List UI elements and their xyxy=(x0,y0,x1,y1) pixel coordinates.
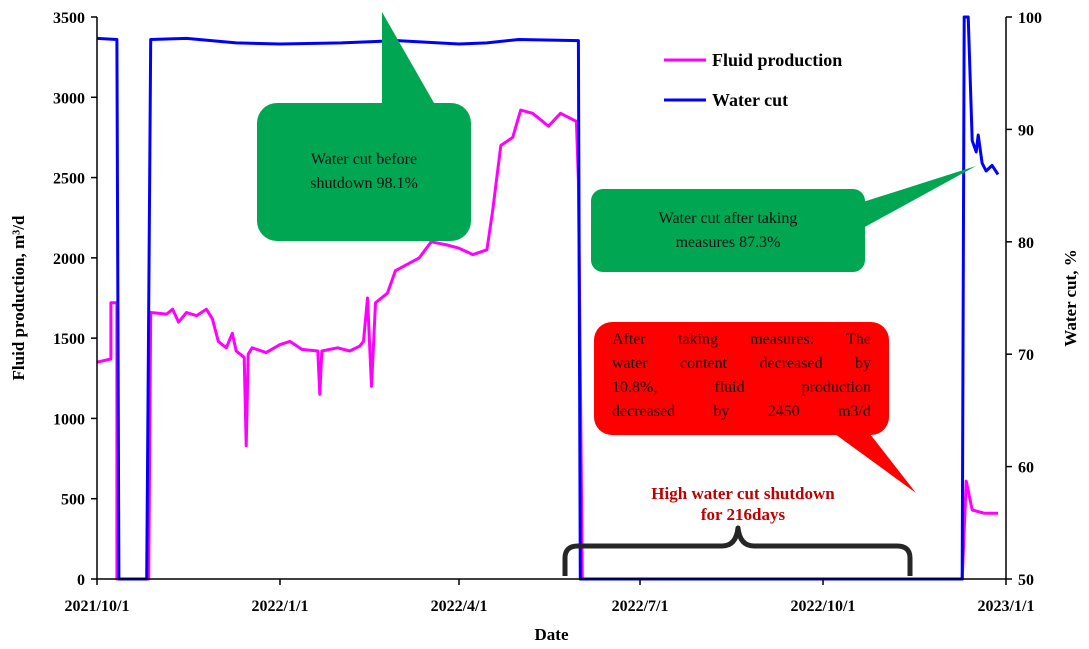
y-left-tick-label: 1000 xyxy=(53,411,85,428)
tick-layer: 2021/10/1 2022/1/1 2022/4/1 2022/7/1 2022/10… xyxy=(9,10,1080,644)
callout-after-pointer xyxy=(863,166,976,228)
y-right-axis-title: Water cut, % xyxy=(1061,249,1080,346)
callout-after-line: Water cut after taking xyxy=(658,209,798,227)
y-left-tick-label: 0 xyxy=(77,572,85,589)
x-tick-label: 2023/1/1 xyxy=(978,598,1035,615)
legend: Fluid production Water cut xyxy=(664,50,842,110)
y-left-axis-title: Fluid production, m³/d xyxy=(9,215,28,380)
callout-before-pointer xyxy=(382,12,434,103)
shutdown-note: High water cut shutdown for 216days xyxy=(598,483,888,525)
x-tick-label: 2022/7/1 xyxy=(612,598,669,615)
y-right-tick-label: 70 xyxy=(1018,347,1034,364)
y-right-tick-label: 90 xyxy=(1018,122,1034,139)
y-right-tick-label: 50 xyxy=(1018,572,1034,589)
x-axis-title: Date xyxy=(535,625,569,644)
legend-label-water-cut: Water cut xyxy=(712,90,788,110)
callout-red-line: 10.8%, fluid production xyxy=(612,379,871,396)
y-right-tick-label: 80 xyxy=(1018,235,1034,252)
callout-red-box xyxy=(594,322,889,435)
x-tick-label: 2022/1/1 xyxy=(252,598,309,615)
shutdown-note-line: for 216days xyxy=(700,505,786,524)
callout-before-text: Water cut before shutdown 98.1% xyxy=(257,103,471,241)
y-left-tick-label: 3000 xyxy=(53,90,85,107)
callout-before-line: shutdown 98.1% xyxy=(310,175,418,192)
y-right-tick-label: 100 xyxy=(1018,10,1042,27)
water-cut-line xyxy=(96,15,1000,581)
plot-content xyxy=(96,15,1000,581)
x-tick-label: 2022/10/1 xyxy=(791,598,856,615)
legend-label-fluid-production: Fluid production xyxy=(712,50,842,70)
callout-red-text: After taking measures: The water content… xyxy=(594,322,889,435)
callout-red-line: After taking measures: The xyxy=(612,331,871,348)
annotation-shapes xyxy=(257,12,976,576)
callout-after-line: measures 87.3% xyxy=(675,233,781,251)
callout-red-line: decreased by 2450 m3/d xyxy=(612,403,871,420)
x-tick-label: 2021/10/1 xyxy=(65,598,130,615)
y-left-tick-label: 3500 xyxy=(53,10,85,27)
y-left-tick-label: 1500 xyxy=(53,331,85,348)
x-tick-label: 2022/4/1 xyxy=(431,598,488,615)
axes xyxy=(96,17,1007,580)
callout-before-box xyxy=(257,103,471,241)
y-left-tick-label: 500 xyxy=(61,492,85,509)
shutdown-note-line: High water cut shutdown xyxy=(651,484,835,503)
y-right-tick-label: 60 xyxy=(1018,460,1034,477)
callout-after-text: Water cut after taking measures 87.3% xyxy=(591,189,865,272)
y-left-tick-label: 2000 xyxy=(53,251,85,268)
fluid-production-line xyxy=(96,108,998,581)
callout-red-line: water content decreased by xyxy=(612,355,871,372)
callout-before-line: Water cut before xyxy=(310,151,418,168)
y-left-tick-label: 2500 xyxy=(53,171,85,188)
callout-red-pointer xyxy=(835,434,916,493)
shutdown-brace xyxy=(562,525,913,576)
callout-after-box xyxy=(591,189,865,272)
